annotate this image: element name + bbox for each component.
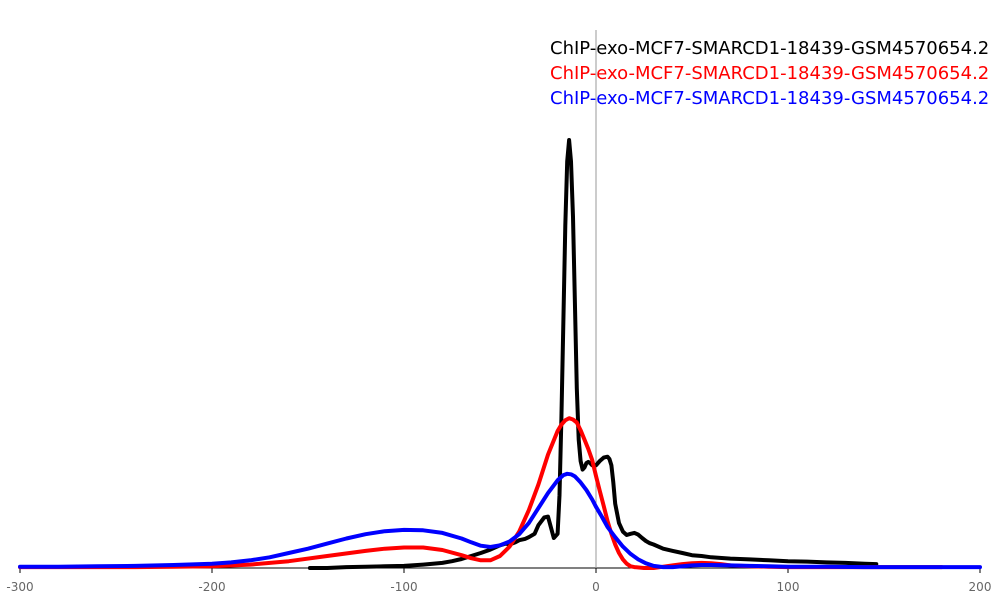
series-line-1 [18, 416, 944, 570]
x-tick-label: 200 [969, 580, 992, 594]
legend: ChIP-exo-MCF7-SMARCD1-18439-GSM4570654.2… [550, 38, 989, 109]
x-tick-label: -100 [390, 580, 417, 594]
chart-axes: -300 -200 -100 0 100 200 [6, 30, 991, 594]
legend-entry-blue: ChIP-exo-MCF7-SMARCD1-18439-GSM4570654.2 [550, 88, 989, 109]
legend-entry-red: ChIP-exo-MCF7-SMARCD1-18439-GSM4570654.2 [550, 63, 989, 84]
x-tick-label: -200 [198, 580, 225, 594]
x-tick-label: -300 [6, 580, 33, 594]
series-lines [18, 138, 982, 570]
legend-entry-black: ChIP-exo-MCF7-SMARCD1-18439-GSM4570654.2 [550, 38, 989, 59]
x-tick-label: 100 [777, 580, 800, 594]
series-line-2 [18, 471, 982, 570]
x-tick-label: 0 [592, 580, 600, 594]
